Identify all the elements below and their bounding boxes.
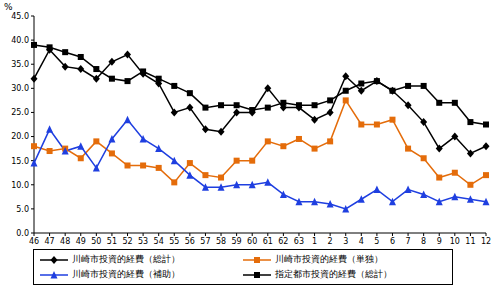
svg-text:3: 3 <box>343 237 348 246</box>
svg-text:60: 60 <box>247 237 257 246</box>
svg-text:5.0: 5.0 <box>16 205 29 214</box>
svg-text:63: 63 <box>294 237 304 246</box>
svg-text:5: 5 <box>374 237 379 246</box>
svg-text:10.0: 10.0 <box>11 181 29 190</box>
svg-text:6: 6 <box>390 237 395 246</box>
svg-text:30.0: 30.0 <box>11 84 29 93</box>
svg-text:11: 11 <box>465 237 475 246</box>
html-text:川崎市投資的経費（補助）: 川崎市投資的経費（補助） <box>72 269 180 279</box>
svg-text:55: 55 <box>169 237 179 246</box>
svg-text:1: 1 <box>312 237 317 246</box>
svg-text:12: 12 <box>481 237 486 246</box>
svg-text:20.0: 20.0 <box>11 132 29 141</box>
svg-text:59: 59 <box>232 237 242 246</box>
svg-text:40.0: 40.0 <box>11 36 29 45</box>
svg-text:51: 51 <box>107 237 117 246</box>
svg-text:7: 7 <box>406 237 411 246</box>
svg-text:46: 46 <box>29 237 39 246</box>
svg-text:49: 49 <box>76 237 86 246</box>
svg-text:52: 52 <box>122 237 132 246</box>
svg-text:61: 61 <box>263 237 273 246</box>
svg-text:0.0: 0.0 <box>16 229 29 238</box>
svg-text:56: 56 <box>185 237 195 246</box>
svg-text:2: 2 <box>328 237 333 246</box>
svg-text:25.0: 25.0 <box>11 108 29 117</box>
svg-text:53: 53 <box>138 237 148 246</box>
svg-text:45.0: 45.0 <box>11 12 29 21</box>
svg-text:9: 9 <box>437 237 442 246</box>
svg-text:35.0: 35.0 <box>11 60 29 69</box>
svg-text:4: 4 <box>359 237 364 246</box>
html-text:川崎市投資的経費（単独）: 川崎市投資的経費（単独） <box>275 254 383 264</box>
svg-text:58: 58 <box>216 237 226 246</box>
svg-text:15.0: 15.0 <box>11 157 29 166</box>
svg-text:50: 50 <box>91 237 101 246</box>
svg-text:48: 48 <box>60 237 70 246</box>
svg-text:54: 54 <box>154 237 164 246</box>
svg-text:57: 57 <box>200 237 210 246</box>
svg-text:8: 8 <box>421 237 426 246</box>
html-text:川崎市投資的経費（総計）: 川崎市投資的経費（総計） <box>72 254 180 264</box>
svg-text:62: 62 <box>278 237 288 246</box>
svg-text:47: 47 <box>44 237 54 246</box>
html-text:指定都市投資的経費（総計）: 指定都市投資的経費（総計） <box>275 269 392 279</box>
svg-text:10: 10 <box>450 237 460 246</box>
